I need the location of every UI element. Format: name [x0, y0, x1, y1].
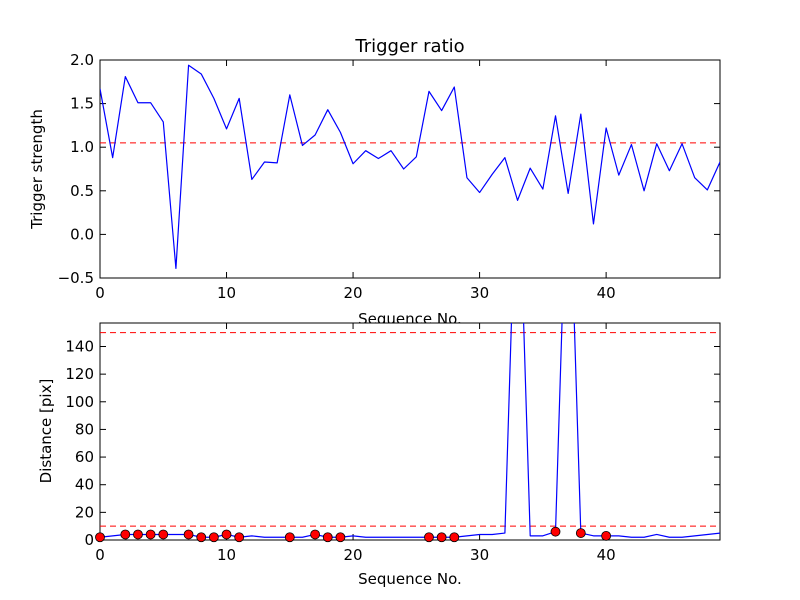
data-point-marker: [550, 526, 561, 537]
data-point-marker: [158, 529, 169, 540]
data-point-marker: [133, 529, 143, 540]
data-point-marker: [335, 532, 346, 543]
axis-ticks: 0 10 20 30 40 0 20 40 60 80 100 120 140: [65, 323, 720, 564]
x-tick-label: 20: [344, 546, 363, 564]
x-tick-label: 10: [217, 546, 236, 564]
data-point-marker: [322, 532, 333, 543]
y-tick-label: 0.0: [70, 225, 94, 243]
data-series: [100, 64, 720, 270]
data-point-marker: [601, 530, 612, 541]
data-point-marker: [95, 532, 105, 543]
plot-area-frame: [99, 322, 721, 541]
y-tick-label: 120: [65, 365, 94, 383]
distance-chart: 0 10 20 30 40 0 20 40 60 80 100 120 140 Sequence No.…: [37, 322, 721, 588]
x-axis-label: Sequence No.: [358, 570, 462, 588]
y-tick-label: −0.5: [58, 269, 94, 287]
axis-ticks: 0 10 20 30 40 −0.5 0.0 0.5 1.0 1.5 2.0: [58, 51, 720, 302]
data-point-marker: [234, 532, 245, 543]
x-tick-label: 10: [217, 284, 236, 302]
x-tick-label: 40: [597, 546, 616, 564]
data-point-marker: [449, 532, 460, 543]
x-tick-label: 20: [344, 284, 363, 302]
y-axis-label: Distance [pix]: [37, 379, 55, 484]
trigger-ratio-chart: Trigger ratio 0 10 20 30 40 −0.5 0.0 0.5 1.0 1.5 2…: [28, 36, 721, 328]
y-tick-label: 60: [75, 448, 94, 466]
data-point-marker: [145, 529, 156, 540]
data-point-marker: [120, 529, 131, 540]
data-point-marker: [436, 532, 447, 543]
y-tick-label: 40: [75, 476, 94, 494]
series-line: [100, 64, 720, 270]
data-point-marker: [284, 532, 295, 543]
y-tick-label: 140: [65, 337, 94, 355]
chart-title: Trigger ratio: [354, 36, 464, 57]
data-point-marker: [575, 528, 586, 538]
data-point-marker: [183, 529, 194, 540]
data-point-marker: [196, 532, 207, 543]
x-tick-label: 0: [95, 284, 105, 302]
x-tick-label: 0: [95, 546, 105, 564]
y-tick-label: 80: [75, 420, 94, 438]
data-point-marker: [208, 532, 219, 543]
x-tick-label: 30: [470, 546, 489, 564]
data-point-marker: [221, 529, 232, 540]
y-tick-label: 1.0: [70, 138, 94, 156]
plot-area-frame: [99, 59, 721, 279]
x-tick-label: 40: [597, 284, 616, 302]
threshold-lines: [100, 332, 720, 527]
x-tick-label: 30: [470, 284, 489, 302]
y-tick-label: 1.5: [70, 95, 94, 113]
y-tick-label: 0: [84, 531, 94, 549]
y-tick-label: 0.5: [70, 182, 94, 200]
y-tick-label: 20: [75, 503, 94, 521]
data-markers: [95, 526, 612, 543]
y-tick-label: 100: [65, 393, 94, 411]
data-point-marker: [310, 529, 321, 540]
y-tick-label: 2.0: [70, 51, 94, 69]
y-axis-label: Trigger strength: [28, 109, 46, 230]
data-point-marker: [424, 532, 434, 543]
